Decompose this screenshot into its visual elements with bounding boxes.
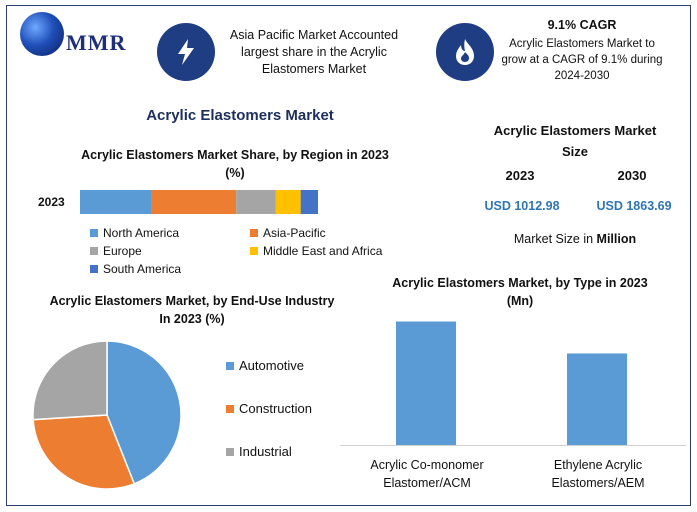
- region-chart-title: Acrylic Elastomers Market Share, by Regi…: [81, 148, 389, 180]
- pie-slice-automotive: [106, 340, 182, 485]
- legend-label: Europe: [103, 244, 142, 258]
- cagr-text: Acrylic Elastomers Market to grow at a C…: [501, 38, 663, 82]
- size-2023-value: USD 1012.98: [484, 199, 560, 213]
- type-bar-chart: [340, 321, 686, 446]
- region-bar-segment-europe: [236, 190, 276, 214]
- enduse-chart-title: Acrylic Elastomers Market, by End-Use In…: [49, 294, 335, 326]
- legend-swatch: [250, 229, 258, 237]
- legend-swatch: [90, 229, 98, 237]
- globe-logo-icon: [20, 12, 64, 56]
- legend-label: North America: [103, 226, 180, 240]
- type-category-label-1: Acrylic Co-monomer Elastomer/ACM: [370, 458, 484, 490]
- enduse-legend-item-construction: Construction: [226, 401, 312, 416]
- legend-swatch: [250, 247, 258, 255]
- size-2030-value: USD 1863.69: [596, 199, 672, 213]
- legend-label: Industrial: [239, 444, 292, 459]
- year-2023-label: 2023: [505, 168, 535, 183]
- market-size-note-unit: Million: [596, 232, 637, 246]
- legend-swatch: [226, 447, 234, 456]
- market-size-note: Market Size in Million: [480, 232, 670, 246]
- market-size-title-line2: Size: [561, 144, 588, 159]
- logo-text: MMR: [66, 30, 127, 55]
- flame-icon: [436, 23, 494, 81]
- region-legend-item-europe: Europe: [90, 244, 142, 258]
- enduse-pie-chart: [32, 340, 182, 490]
- legend-label: Automotive: [239, 358, 305, 373]
- legend-label: Construction: [239, 401, 312, 416]
- type-bar-acrylic-co-monomer-elastomer-acm: [396, 321, 456, 445]
- region-bar-segment-south-america: [300, 190, 318, 214]
- pie-slice-construction: [32, 414, 136, 490]
- lightning-icon: [157, 23, 215, 81]
- region-legend-item-north-america: North America: [90, 226, 179, 240]
- cagr-heading: 9.1% CAGR: [547, 18, 617, 32]
- callout-left-text: Asia Pacific Market Accounted largest sh…: [229, 28, 399, 76]
- year-2030-label: 2030: [617, 168, 647, 183]
- type-bar-ethylene-acrylic-elastomers-aem: [567, 353, 627, 445]
- pie-slice-industrial: [32, 340, 108, 421]
- region-bar-segment-north-america: [80, 190, 152, 214]
- legend-swatch: [90, 247, 98, 255]
- type-chart-title: Acrylic Elastomers Market, by Type in 20…: [392, 276, 648, 308]
- enduse-legend-item-automotive: Automotive: [226, 358, 304, 373]
- legend-swatch: [90, 265, 98, 273]
- market-size-title-line1: Acrylic Elastomers Market: [493, 123, 657, 138]
- region-chart-category-label: 2023: [38, 195, 65, 209]
- region-stacked-bar: [80, 190, 318, 214]
- region-bar-segment-asia-pacific: [151, 190, 237, 214]
- region-legend-item-middle-east-and-africa: Middle East and Africa: [250, 244, 382, 258]
- type-category-label-2: Ethylene Acrylic Elastomers/AEM: [551, 458, 645, 490]
- legend-label: Asia-Pacific: [263, 226, 326, 240]
- legend-swatch: [226, 361, 234, 370]
- market-size-title: Acrylic Elastomers Market Size: [460, 120, 690, 162]
- legend-label: Middle East and Africa: [263, 244, 383, 258]
- legend-label: South America: [103, 262, 182, 276]
- market-size-note-prefix: Market Size in: [513, 232, 597, 246]
- region-legend-item-south-america: South America: [90, 262, 181, 276]
- infographic-frame: [6, 5, 691, 506]
- main-title: Acrylic Elastomers Market: [146, 107, 334, 124]
- region-bar-segment-middle-east-and-africa: [275, 190, 301, 214]
- legend-swatch: [226, 404, 234, 413]
- enduse-legend-item-industrial: Industrial: [226, 444, 292, 459]
- region-legend-item-asia-pacific: Asia-Pacific: [250, 226, 326, 240]
